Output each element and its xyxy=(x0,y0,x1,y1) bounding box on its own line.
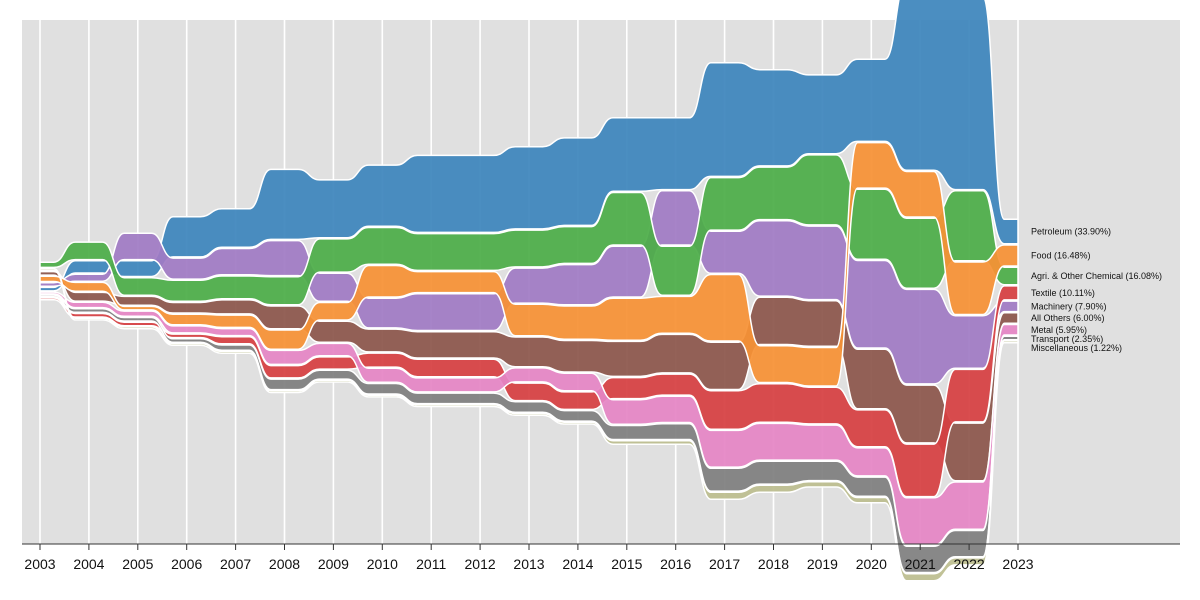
series-area-transport xyxy=(39,294,1019,574)
series-area-food xyxy=(39,141,1019,387)
series-area-all-others xyxy=(39,270,1019,482)
series-label-petroleum: Petroleum (33.90%) xyxy=(1031,227,1111,237)
x-axis: 2003 2004 2005 2006 2007 2008 2009 2010 2011 2012… xyxy=(22,543,1180,572)
x-tick-label-2009: 2009 xyxy=(318,556,349,572)
x-tick-label-2004: 2004 xyxy=(73,556,104,572)
x-tick-label-2006: 2006 xyxy=(171,556,202,572)
stream-areas xyxy=(39,0,1019,582)
series-area-miscellaneous xyxy=(39,267,1019,582)
series-area-agri-other-chemical xyxy=(39,154,1019,306)
x-tick-label-2015: 2015 xyxy=(611,556,642,572)
series-label-miscellaneous: Miscellaneous (1.22%) xyxy=(1031,343,1122,353)
x-tick-label-2012: 2012 xyxy=(465,556,496,572)
x-tick-label-2018: 2018 xyxy=(758,556,789,572)
series-label-machinery: Machinery (7.90%) xyxy=(1031,301,1107,311)
x-tick-label-2014: 2014 xyxy=(562,556,593,572)
x-tick-label-2007: 2007 xyxy=(220,556,251,572)
x-tick-label-2022: 2022 xyxy=(954,556,985,572)
series-label-food: Food (16.48%) xyxy=(1031,251,1091,261)
x-tick-label-2020: 2020 xyxy=(856,556,887,572)
x-tick-label-2003: 2003 xyxy=(24,556,55,572)
x-tick-label-2023: 2023 xyxy=(1002,556,1033,572)
x-tick-label-2021: 2021 xyxy=(905,556,936,572)
x-tick-label-2017: 2017 xyxy=(709,556,740,572)
x-tick-label-2013: 2013 xyxy=(513,556,544,572)
series-area-petroleum xyxy=(39,0,1019,292)
series-label-textile: Textile (10.11%) xyxy=(1031,288,1095,298)
series-area-metal xyxy=(39,291,1019,546)
series-label-metal: Metal (5.95%) xyxy=(1031,325,1087,335)
series-end-labels: Petroleum (33.90%) Food (16.48%) Agri. & O… xyxy=(1031,227,1162,353)
x-tick-label-2019: 2019 xyxy=(807,556,838,572)
x-tick-label-2008: 2008 xyxy=(269,556,300,572)
series-label-all-others: All Others (6.00%) xyxy=(1031,313,1105,323)
x-tick-label-2011: 2011 xyxy=(416,556,446,572)
series-label-agri-other-chemical: Agri. & Other Chemical (16.08%) xyxy=(1031,271,1162,281)
x-tick-label-2005: 2005 xyxy=(122,556,153,572)
series-label-transport: Transport (2.35%) xyxy=(1031,334,1103,344)
x-tick-label-2010: 2010 xyxy=(367,556,398,572)
x-tick-label-2016: 2016 xyxy=(660,556,691,572)
